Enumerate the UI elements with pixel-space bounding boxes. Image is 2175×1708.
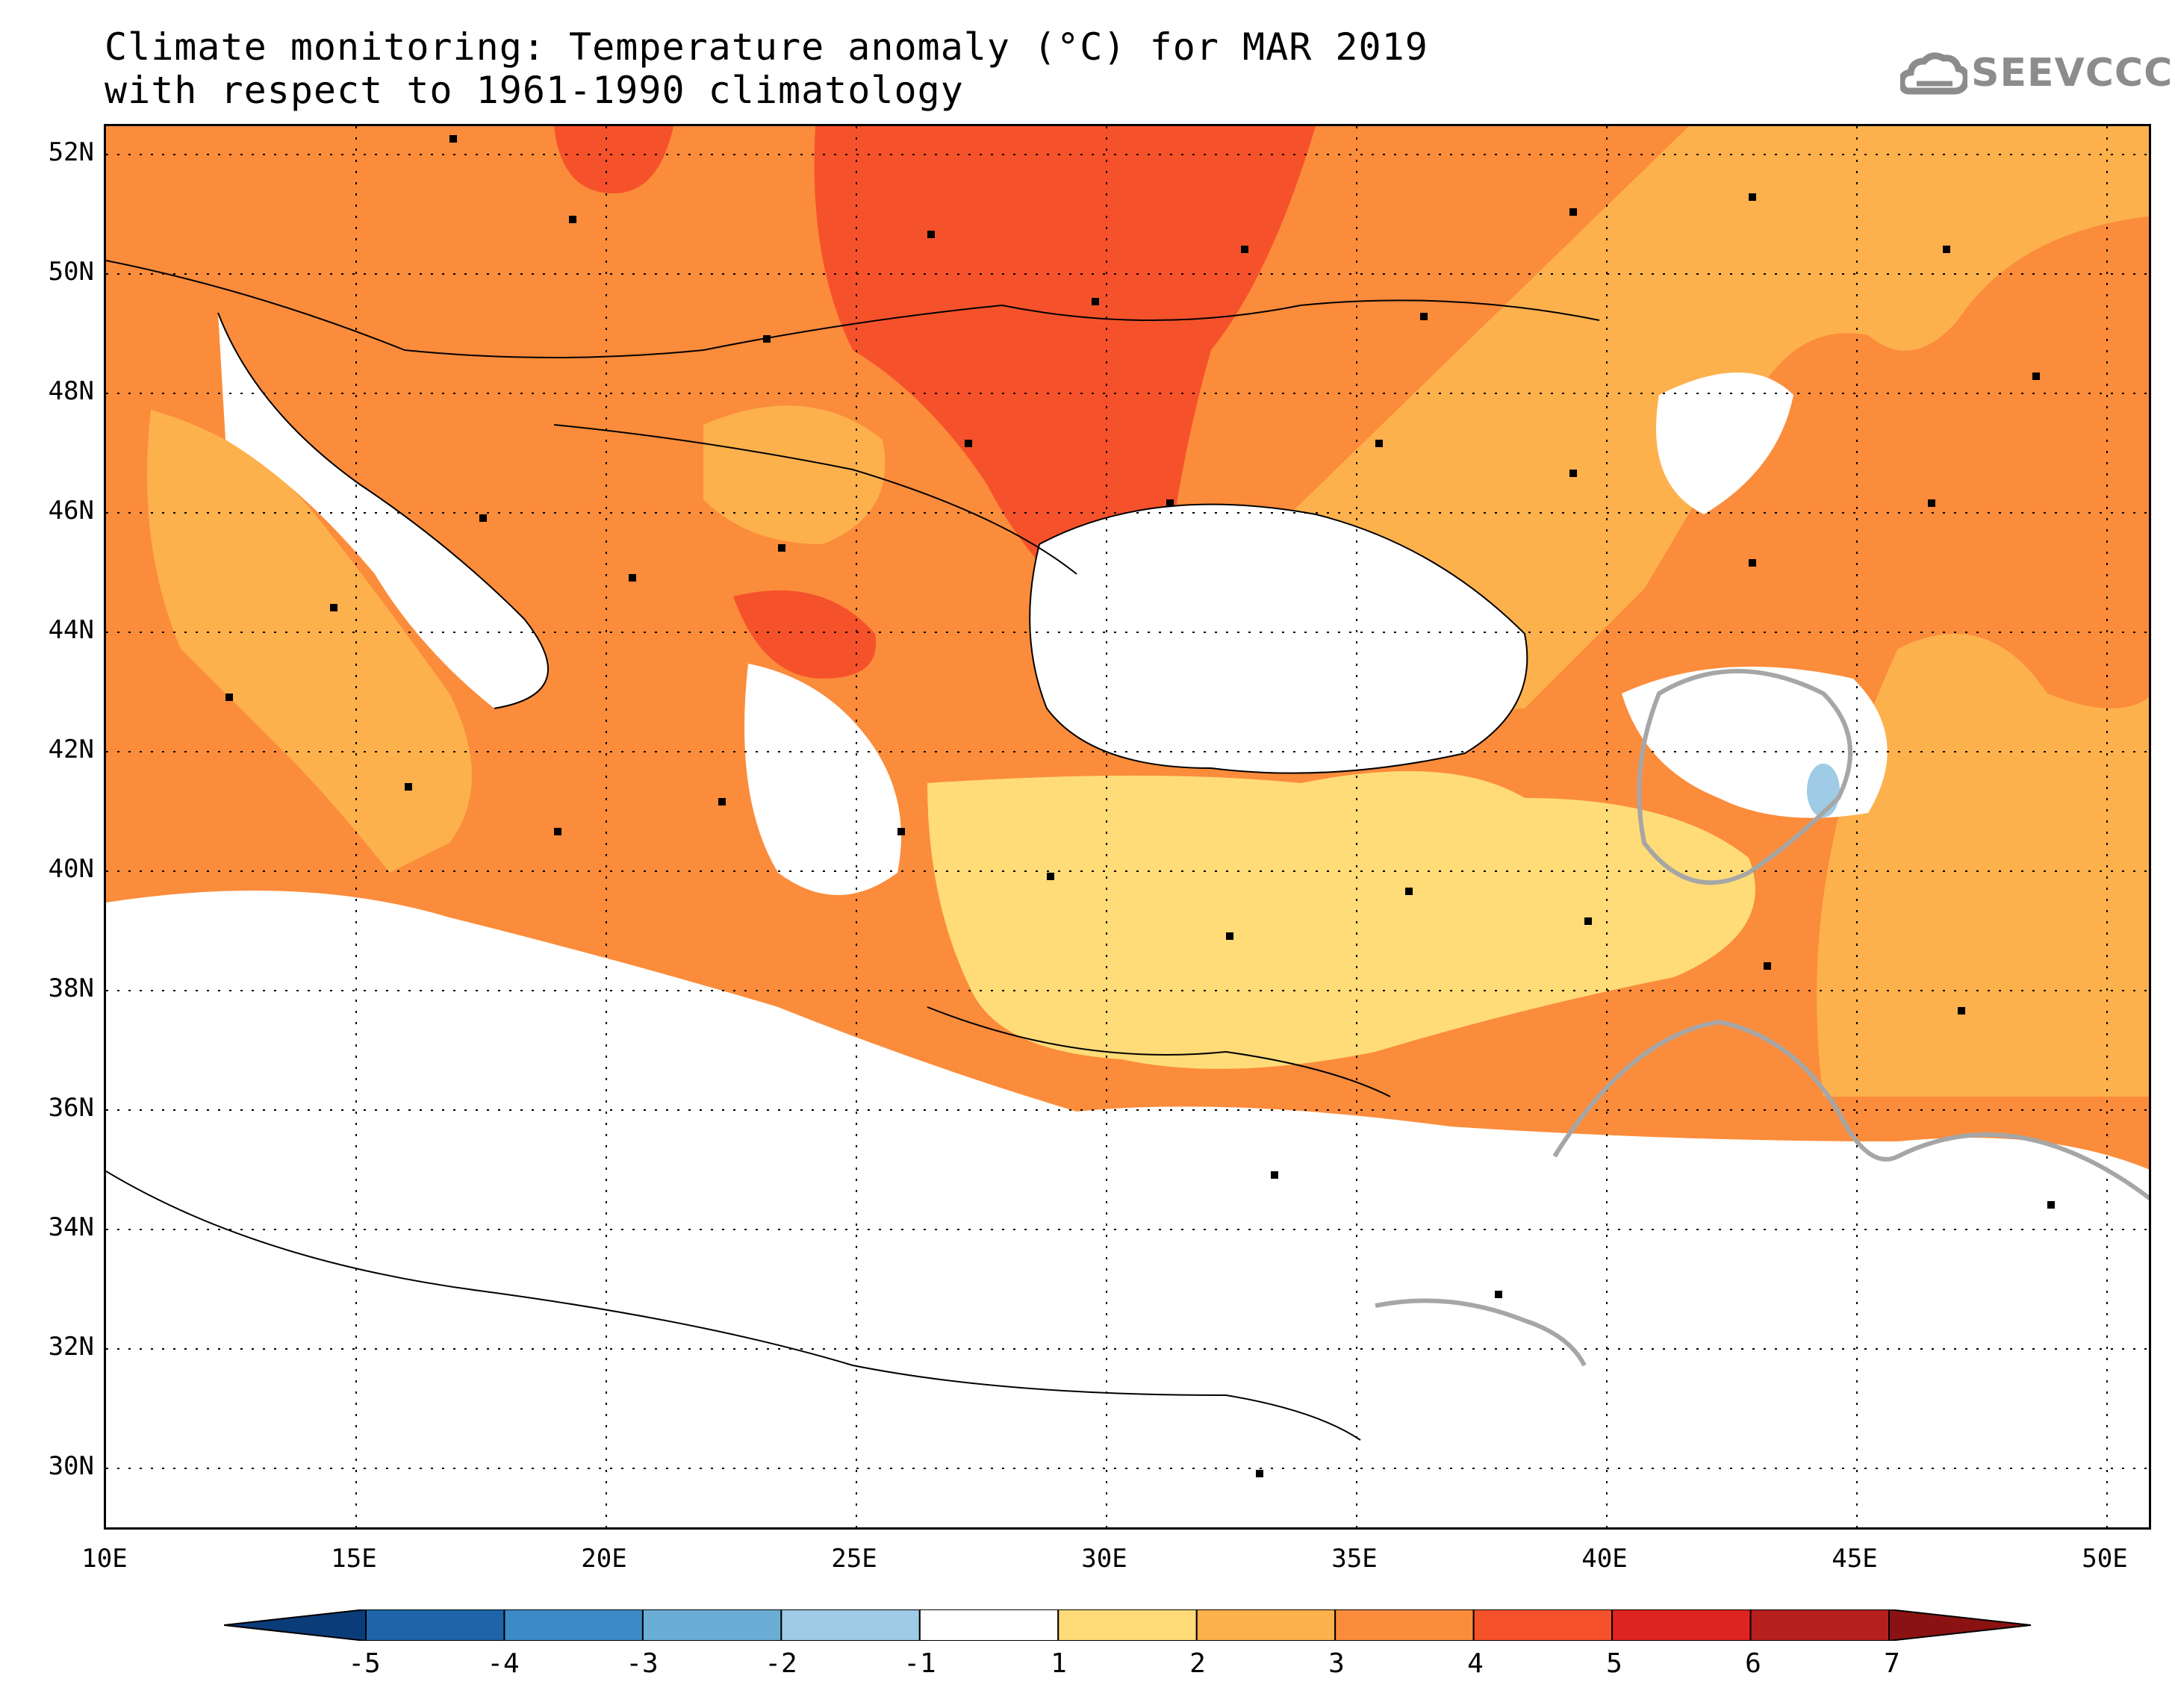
field-4-5-poland [554, 126, 673, 193]
field-neg-1-2-armenia [1807, 764, 1840, 817]
colorbar-segment [641, 1609, 782, 1641]
lat-label-44n: 44N [48, 615, 94, 645]
lon-label-45e: 45E [1832, 1544, 1878, 1574]
lat-label-48n: 48N [48, 376, 94, 406]
colorbar-segment [1334, 1609, 1475, 1641]
colorbar-label-6: 6 [1745, 1648, 1761, 1679]
map-title: Climate monitoring: Temperature anomaly … [105, 25, 1428, 112]
colorbar-label-neg3: -3 [626, 1648, 659, 1679]
title-line-1: Climate monitoring: Temperature anomaly … [105, 25, 1428, 69]
seevccc-logo: SEEVCCC [1900, 45, 2172, 105]
black-sea [1030, 504, 1528, 773]
lon-label-20e: 20E [581, 1544, 627, 1574]
field-neutral-volga [1656, 373, 1793, 514]
colorbar-segment [503, 1609, 644, 1641]
lat-label-36n: 36N [48, 1093, 94, 1123]
colorbar-segment-min [224, 1609, 367, 1641]
station-markers [225, 135, 2055, 1477]
lon-label-35e: 35E [1331, 1544, 1378, 1574]
colorbar-segment [1611, 1609, 1752, 1641]
title-line-2: with respect to 1961-1990 climatology [105, 69, 964, 112]
lat-label-34n: 34N [48, 1212, 94, 1242]
lon-label-50e: 50E [2082, 1544, 2128, 1574]
lon-label-40e: 40E [1581, 1544, 1628, 1574]
lat-label-52n: 52N [48, 137, 94, 167]
logo-text: SEEVCCC [1971, 51, 2174, 96]
lon-label-25e: 25E [831, 1544, 877, 1574]
anomaly-field [106, 126, 2149, 1527]
anomaly-map [104, 124, 2151, 1530]
field-2-3-carpathians [703, 405, 886, 544]
colorbar-segment [1472, 1609, 1614, 1641]
lat-label-50n: 50N [48, 257, 94, 287]
lat-label-38n: 38N [48, 973, 94, 1003]
lat-label-46n: 46N [48, 496, 94, 526]
colorbar-segment [918, 1609, 1060, 1641]
colorbar-segment [1195, 1609, 1337, 1641]
lat-label-30n: 30N [48, 1451, 94, 1481]
colorbar-label-neg4: -4 [487, 1648, 520, 1679]
colorbar-segment-max [1888, 1609, 2031, 1641]
colorbar-segment [1057, 1609, 1198, 1641]
colorbar-segment [780, 1609, 921, 1641]
colorbar-label-neg1: -1 [903, 1648, 936, 1679]
adriatic-sea [218, 313, 548, 708]
colorbar-label-1: 1 [1051, 1648, 1067, 1679]
colorbar-segment [1749, 1609, 1890, 1641]
colorbar-label-4: 4 [1467, 1648, 1484, 1679]
colorbar-label-5: 5 [1606, 1648, 1622, 1679]
colorbar-label-3: 3 [1328, 1648, 1345, 1679]
lat-label-32n: 32N [48, 1332, 94, 1362]
lat-label-40n: 40N [48, 854, 94, 884]
cloud-logo-icon [1900, 52, 1967, 95]
colorbar-label-neg2: -2 [765, 1648, 797, 1679]
coastlines [106, 260, 1600, 1441]
lon-label-15e: 15E [331, 1544, 377, 1574]
aegean-sea [744, 664, 901, 895]
field-2-3-iran [1817, 634, 2149, 1097]
zero-contour [1375, 669, 2149, 1367]
colorbar [224, 1609, 2031, 1641]
colorbar-label-2: 2 [1189, 1648, 1206, 1679]
colorbar-label-neg5: -5 [348, 1648, 381, 1679]
field-2-3-italy [147, 410, 472, 873]
field-1-2-anatolia [927, 771, 1755, 1069]
colorbar-label-7: 7 [1884, 1648, 1900, 1679]
lat-label-42n: 42N [48, 735, 94, 764]
lon-label-30e: 30E [1081, 1544, 1127, 1574]
field-neutral-south [106, 891, 2149, 1527]
colorbar-segment [365, 1609, 505, 1641]
lon-label-10e: 10E [81, 1544, 128, 1574]
field-4-5-romania [733, 590, 877, 679]
field-4-5-ukraine [814, 126, 1316, 614]
